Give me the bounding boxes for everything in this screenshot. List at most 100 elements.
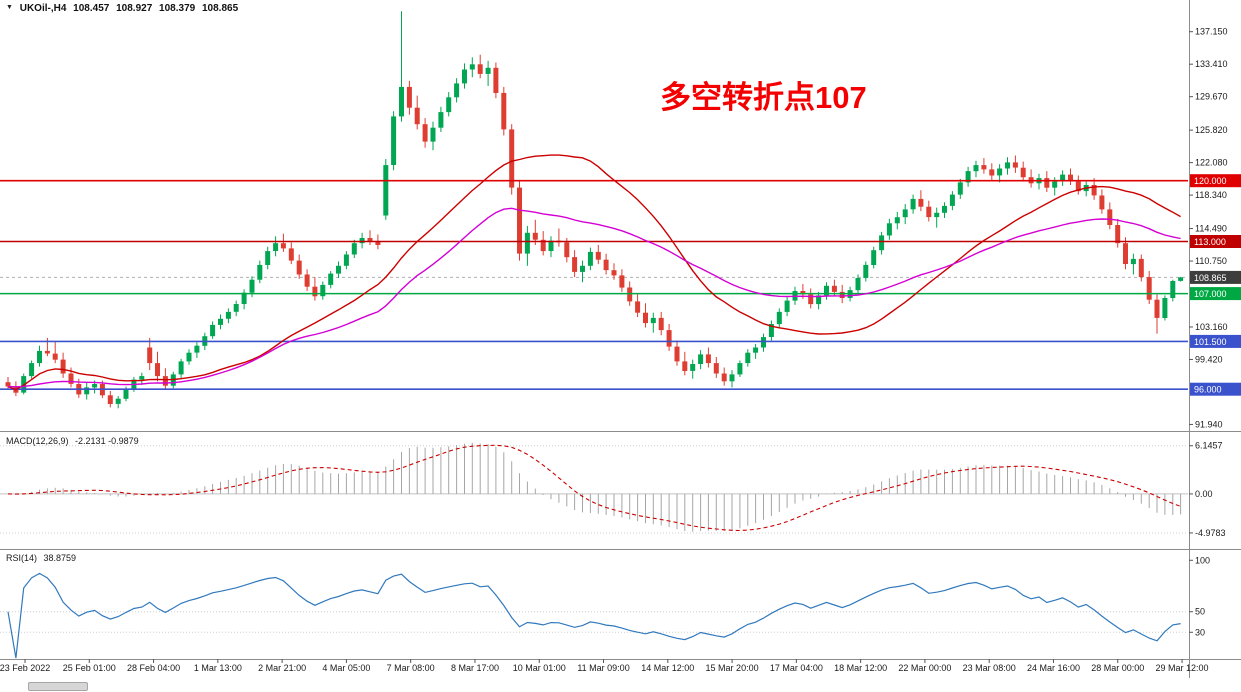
horizontal-scrollbar[interactable] [28,682,88,691]
candle-body [52,353,58,360]
candle-body [273,243,279,251]
price-axis[interactable]: 137.150 133.410 129.670 125.820 122.080 118.3… [1189,27,1241,430]
candle-body [493,67,499,93]
price-badge: 96.000 [1190,382,1241,396]
price-badge: 107.000 [1190,287,1241,301]
candle-body [265,251,271,265]
candle-body [784,300,790,312]
candle-body [68,373,74,384]
candle-body [296,260,302,275]
candle-body [1091,185,1097,196]
candle-body [351,243,357,255]
ma-fast-line [7,154,1181,391]
time-axis-label: 23 Mar 08:00 [963,663,1016,673]
price-axis-label: 122.080 [1195,158,1228,168]
candle-body [871,250,877,265]
candles-layer[interactable] [5,11,1184,409]
time-axis-label: 15 Mar 20:00 [706,663,759,673]
candle-body [910,198,916,210]
candle-body [753,347,759,353]
price-axis-label: 137.150 [1195,27,1228,37]
time-axis-label: 8 Mar 17:00 [451,663,499,673]
candle-body [1060,174,1066,182]
candle-body [1052,181,1058,188]
time-axis-label: 28 Feb 04:00 [127,663,180,673]
candle-body [1012,162,1018,168]
price-axis-label: 125.820 [1195,125,1228,135]
candle-body [37,350,42,364]
candle-body [997,168,1003,176]
candle-body [115,398,121,404]
symbol-name: UKOil-,H4 [19,3,67,14]
time-axis-label: 29 Mar 12:00 [1156,663,1209,673]
candle-body [698,354,704,364]
candle-body [949,194,955,206]
price-axis-label: 99.420 [1195,354,1223,364]
candle-body [894,217,900,224]
candle-body [816,295,822,305]
candle-body [855,278,861,291]
candle-body [280,243,286,249]
candle-body [658,317,664,331]
rsi-axis-label: 100 [1195,555,1210,565]
svg-text:120.000: 120.000 [1194,176,1227,186]
rsi-line [7,572,1181,659]
candle-body [92,384,98,388]
candle-body [1099,195,1105,210]
candle-body [312,286,318,297]
macd-histogram [15,442,1182,532]
candle-body [462,69,467,84]
candle-body [123,389,129,399]
candle-body [808,294,814,305]
candle-body [619,275,625,288]
time-axis-label: 25 Feb 01:00 [63,663,116,673]
ohlc-close: 108.865 [201,3,239,14]
candle-body [1123,243,1128,264]
candle-body [336,265,341,274]
candle-body [942,205,947,213]
time-axis-label: 23 Feb 2022 [0,663,50,673]
candle-body [218,318,223,325]
candle-body [509,129,515,188]
time-axis[interactable]: 23 Feb 2022 25 Feb 01:00 28 Feb 04:00 1 Mar… [0,659,1209,673]
time-axis-label: 11 Mar 09:00 [577,663,629,673]
candle-body [1005,162,1010,169]
candle-body [666,330,672,347]
symbol-dropdown-icon[interactable]: ▼ [6,4,13,11]
candle-body [422,124,428,142]
candle-body [540,239,546,252]
candle-body [249,279,255,293]
candle-body [965,171,971,183]
svg-text:107.000: 107.000 [1194,289,1227,299]
candle-body [186,352,192,362]
rsi-label: RSI(14) 38.8759 [6,553,80,563]
candle-body [690,364,696,371]
ohlc-open: 108.457 [73,3,110,14]
candle-body [477,64,483,74]
candle-body [831,285,837,292]
macd-axis-label: -4.9783 [1195,528,1226,538]
rsi-value: 38.8759 [43,553,77,563]
macd-axis-label: 6.1457 [1195,441,1223,451]
time-axis-label: 2 Mar 21:00 [258,663,306,673]
candle-body [438,112,444,128]
candle-body [139,376,145,380]
time-axis-label: 10 Mar 01:00 [513,663,566,673]
candle-body [178,361,184,375]
svg-text:96.000: 96.000 [1194,385,1222,395]
candle-body [564,242,570,258]
candle-body [1162,298,1168,318]
rsi-axis-label: 50 [1195,607,1205,617]
level-lines-layer[interactable] [0,179,1188,390]
candle-body [926,206,932,218]
candle-body [595,251,601,260]
candle-body [304,274,310,287]
time-axis-label: 14 Mar 12:00 [641,663,694,673]
macd-signal-line [7,444,1181,532]
candle-body [107,395,113,404]
candle-body [414,107,420,125]
candle-body [548,240,554,251]
time-axis-label: 24 Mar 16:00 [1027,663,1080,673]
candle-body [288,248,294,261]
